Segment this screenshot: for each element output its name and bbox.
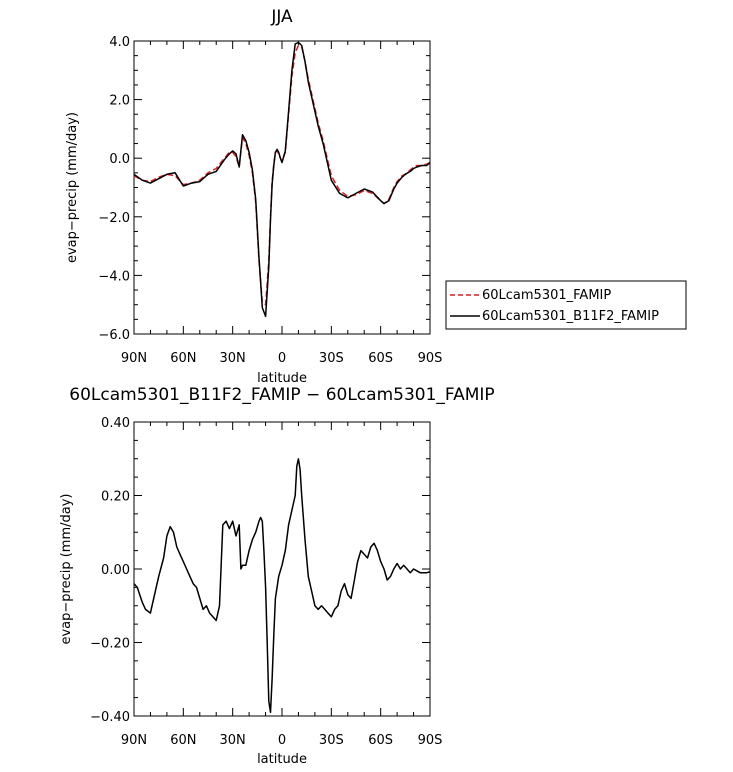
x-tick-label: 60S [368, 351, 393, 366]
y-axis-label: evap−precip (mm/day) [65, 112, 80, 263]
series-line-0 [133, 44, 431, 306]
y-tick-label: 4.0 [109, 35, 130, 50]
series-line-1 [133, 41, 431, 318]
x-tick-label: 30S [319, 733, 344, 748]
legend-label-b11f2: 60Lcam5301_B11F2_FAMIP [482, 309, 659, 324]
x-axis-label: latitude [257, 752, 307, 767]
legend-label-famip: 60Lcam5301_FAMIP [482, 288, 611, 303]
series-line-0 [133, 458, 431, 714]
x-tick-label: 90S [418, 351, 443, 366]
y-tick-label: −2.0 [98, 211, 130, 226]
y-tick-label: −0.40 [90, 710, 130, 725]
legend: 60Lcam5301_FAMIP 60Lcam5301_B11F2_FAMIP [445, 280, 687, 330]
chart-title: 60Lcam5301_B11F2_FAMIP − 60Lcam5301_FAMI… [69, 385, 494, 405]
x-tick-label: 60S [368, 733, 393, 748]
y-tick-label: 0.0 [109, 152, 130, 167]
x-tick-label: 0 [278, 733, 286, 748]
y-tick-label: 2.0 [109, 94, 130, 109]
top-chart: JJA 90N 60N 30N 0 30S 60S 90S 4.0 2.0 0.0 −2.0 −4.0 −… [65, 7, 442, 386]
x-tick-label: 90N [121, 351, 147, 366]
y-tick-label: −4.0 [98, 269, 130, 284]
x-tick-label: 30N [220, 733, 246, 748]
x-tick-label: 60N [170, 733, 196, 748]
x-axis-label: latitude [257, 371, 307, 386]
x-tick-label: 30S [319, 351, 344, 366]
y-tick-label: 0.00 [101, 563, 130, 578]
x-tick-label: 60N [170, 351, 196, 366]
chart-title: JJA [270, 7, 293, 27]
plot-frame [133, 40, 431, 335]
y-tick-label: −6.0 [98, 328, 130, 343]
x-tick-label: 90S [418, 733, 443, 748]
x-tick-label: 90N [121, 733, 147, 748]
x-tick-label: 30N [220, 351, 246, 366]
y-tick-label: 0.40 [101, 416, 130, 431]
y-axis-label: evap−precip (mm/day) [59, 493, 74, 644]
y-tick-label: −0.20 [90, 637, 130, 652]
y-tick-label: 0.20 [101, 490, 130, 505]
plot-frame [133, 421, 431, 717]
difference-chart: 60Lcam5301_B11F2_FAMIP − 60Lcam5301_FAMI… [59, 385, 495, 767]
legend-box [445, 280, 687, 330]
x-tick-label: 0 [278, 351, 286, 366]
